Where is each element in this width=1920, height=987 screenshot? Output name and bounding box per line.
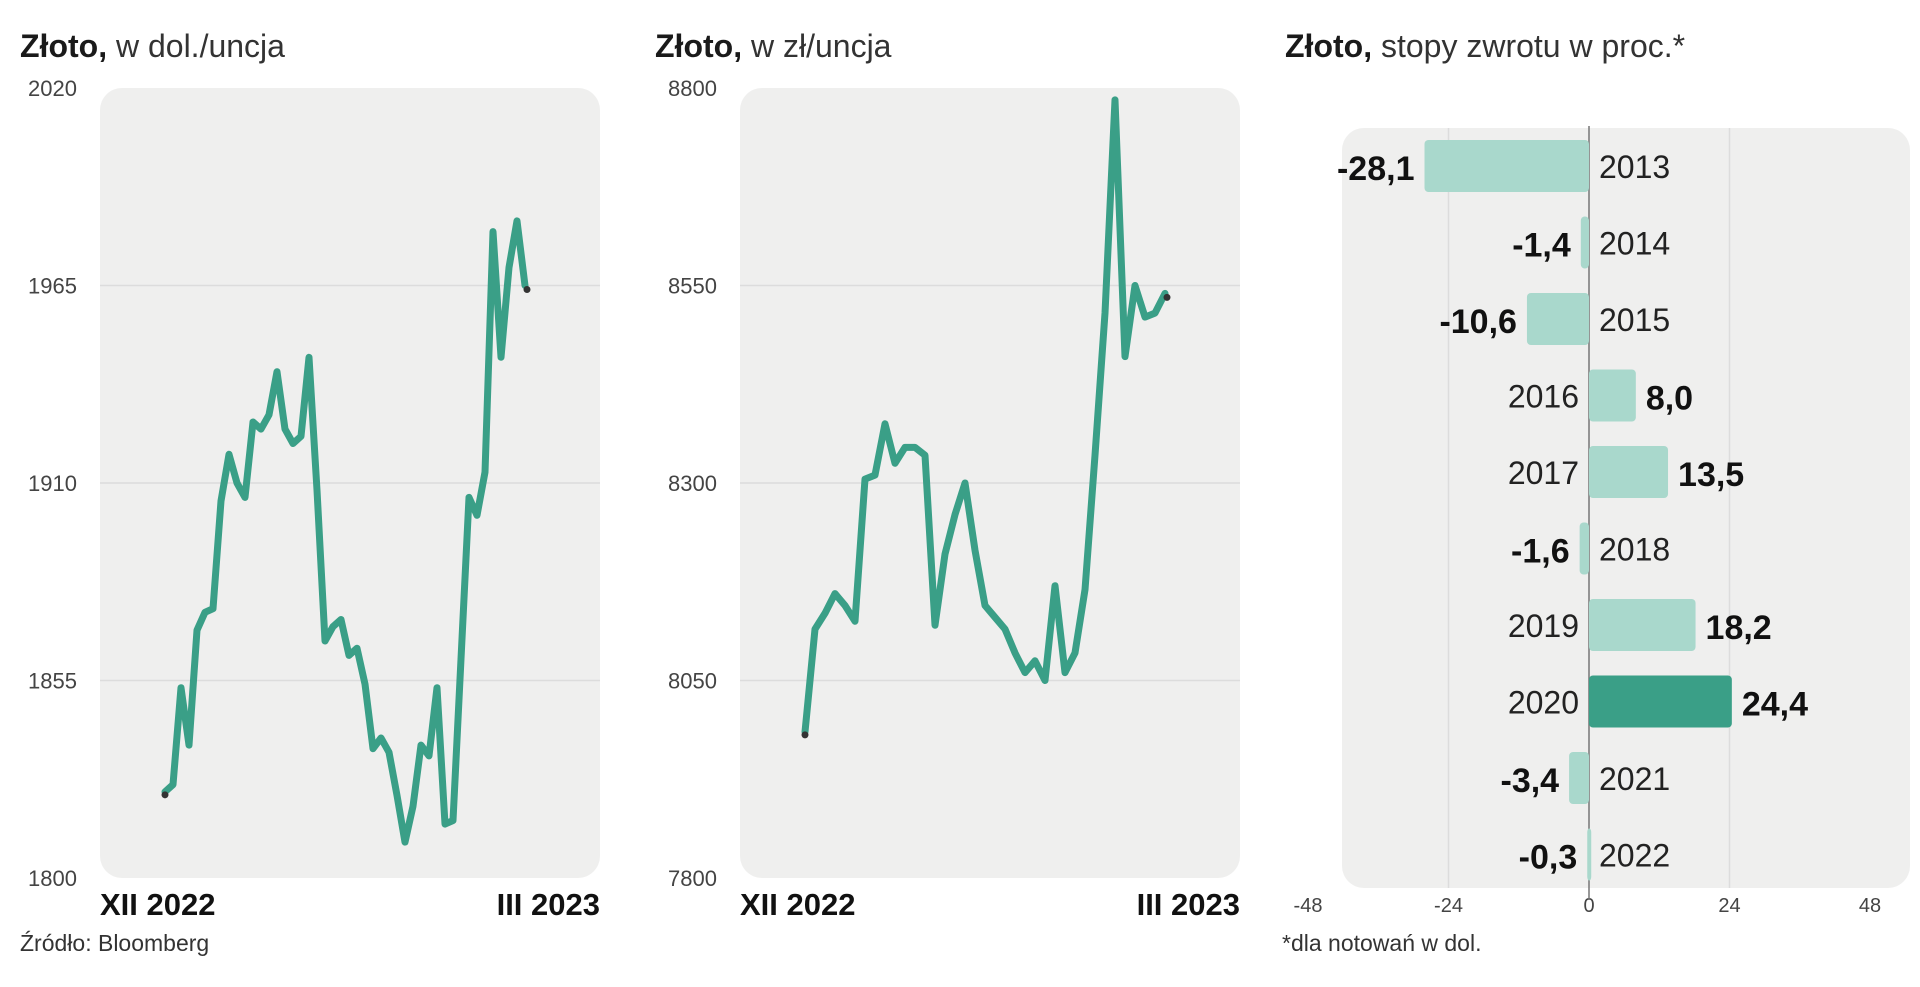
usd-start-point bbox=[161, 791, 169, 799]
usd-ytick-label: 1965 bbox=[28, 274, 77, 299]
usd-ytick-label: 1800 bbox=[28, 866, 77, 891]
year-label: 2017 bbox=[1508, 455, 1579, 491]
pln-series-line bbox=[801, 96, 1169, 736]
value-label: -10,6 bbox=[1439, 303, 1517, 341]
bar-2016 bbox=[1589, 369, 1636, 422]
chart3-title: Złoto, stopy zwrotu w proc.* bbox=[1285, 28, 1685, 65]
value-label: 18,2 bbox=[1706, 609, 1772, 647]
year-label: 2018 bbox=[1599, 532, 1670, 568]
pln-xlabel-start: XII 2022 bbox=[740, 887, 855, 922]
bar-2021 bbox=[1569, 752, 1589, 804]
value-label: -1,6 bbox=[1511, 533, 1570, 571]
pln-ytick-label: 8800 bbox=[668, 76, 717, 101]
year-label: 2019 bbox=[1508, 608, 1579, 644]
line-chart-pln: 8800 8550 8300 8050 7800 XII 2022 III 2023 bbox=[668, 76, 1240, 922]
bar-2015 bbox=[1526, 293, 1589, 345]
value-label: 24,4 bbox=[1742, 686, 1808, 724]
value-label: -0,3 bbox=[1519, 839, 1578, 877]
returns-xtick-label: 48 bbox=[1859, 895, 1881, 917]
pln-end-point bbox=[1163, 293, 1171, 301]
chart1-title: Złoto, w dol./uncja bbox=[20, 28, 285, 65]
bar-2022 bbox=[1587, 828, 1592, 881]
usd-ytick-label: 1855 bbox=[28, 669, 77, 694]
bar-2017 bbox=[1589, 446, 1669, 498]
returns-plot-bg bbox=[1342, 128, 1910, 888]
year-label: 2015 bbox=[1599, 302, 1670, 338]
bar-2019 bbox=[1589, 599, 1696, 651]
year-label: 2013 bbox=[1599, 149, 1670, 185]
value-label: -3,4 bbox=[1501, 762, 1560, 800]
year-label: 2016 bbox=[1508, 379, 1579, 415]
chart2-title-bold: Złoto, bbox=[655, 28, 743, 64]
bar-2018 bbox=[1579, 522, 1589, 575]
chart3-subtitle: stopy zwrotu w proc.* bbox=[1380, 28, 1686, 64]
pln-ytick-label: 8050 bbox=[668, 669, 717, 694]
bar-2020 bbox=[1589, 675, 1732, 728]
returns-xtick-label: 24 bbox=[1718, 895, 1740, 917]
year-label: 2022 bbox=[1599, 838, 1670, 874]
usd-xlabel-start: XII 2022 bbox=[100, 887, 215, 922]
value-label: -1,4 bbox=[1512, 227, 1571, 265]
returns-xtick-label: 0 bbox=[1583, 895, 1594, 917]
pln-ytick-label: 8550 bbox=[668, 274, 717, 299]
bar-chart-returns: -48 -24 0 24 48 2013 -28,1 2014 -1,4 2015 -10,6 201… bbox=[1294, 126, 1910, 917]
pln-ytick-label: 8300 bbox=[668, 471, 717, 496]
usd-ytick-label: 1910 bbox=[28, 471, 77, 496]
year-label: 2014 bbox=[1599, 226, 1670, 262]
bar-2013 bbox=[1424, 140, 1589, 192]
usd-series-line bbox=[161, 217, 529, 846]
pln-ytick-label: 7800 bbox=[668, 866, 717, 891]
pln-xlabel-end: III 2023 bbox=[1137, 887, 1240, 922]
year-label: 2020 bbox=[1508, 685, 1579, 721]
bar-2014 bbox=[1580, 216, 1589, 269]
chart1-title-bold: Złoto, bbox=[20, 28, 108, 64]
year-label: 2021 bbox=[1599, 761, 1670, 797]
line-chart-usd: 2020 1965 1910 1855 1800 XII 2022 III 2023 bbox=[28, 76, 600, 922]
asterisk-note: *dla notowań w dol. bbox=[1282, 930, 1482, 956]
returns-xtick-label: -24 bbox=[1434, 895, 1463, 917]
chart2-subtitle: w zł/uncja bbox=[750, 28, 892, 64]
usd-xlabel-end: III 2023 bbox=[497, 887, 600, 922]
chart1-subtitle: w dol./uncja bbox=[115, 28, 285, 64]
usd-ytick-label: 2020 bbox=[28, 76, 77, 101]
usd-end-point bbox=[523, 286, 531, 293]
value-label: 8,0 bbox=[1646, 380, 1693, 418]
returns-xtick-label: -48 bbox=[1294, 895, 1323, 917]
chart3-title-bold: Złoto, bbox=[1285, 28, 1373, 64]
source-note: Źródło: Bloomberg bbox=[20, 930, 210, 956]
pln-start-point bbox=[801, 731, 809, 739]
value-label: -28,1 bbox=[1337, 150, 1415, 188]
value-label: 13,5 bbox=[1678, 456, 1744, 494]
chart2-title: Złoto, w zł/uncja bbox=[655, 28, 891, 65]
